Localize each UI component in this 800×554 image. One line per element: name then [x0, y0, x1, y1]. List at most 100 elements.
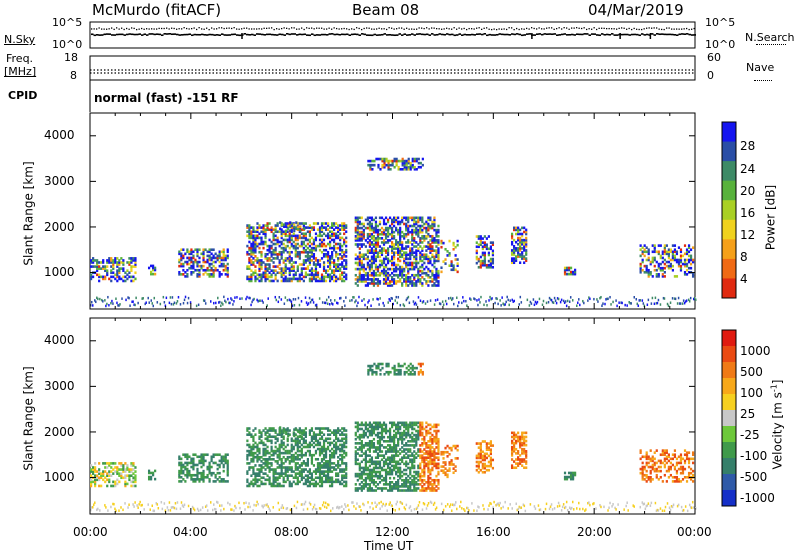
echo-cell: [294, 462, 297, 465]
echo-cell: [339, 447, 342, 451]
nsearch-point: [281, 27, 283, 30]
clutter-cell: [593, 297, 595, 301]
echo-cell: [386, 444, 390, 447]
echo-cell: [427, 257, 430, 261]
nsky-point: [566, 34, 569, 36]
echo-cell: [326, 257, 330, 260]
echo-cell: [298, 470, 301, 473]
echo-cell: [339, 468, 342, 471]
echo-cell: [386, 234, 390, 238]
echo-cell: [378, 444, 382, 447]
echo-cell: [653, 258, 656, 262]
echo-cell: [326, 236, 330, 240]
clutter-cell: [396, 301, 399, 305]
echo-cell: [310, 228, 314, 231]
nsearch-point: [691, 28, 693, 30]
echo-cell: [345, 226, 348, 229]
echo-cell: [512, 253, 516, 256]
echo-cell: [337, 234, 340, 238]
echo-cell: [421, 253, 424, 257]
echo-cell: [280, 462, 283, 465]
echo-cell: [376, 267, 380, 271]
echo-cell: [429, 276, 432, 279]
echo-cell: [224, 453, 227, 457]
nsky-point: [206, 34, 209, 36]
clutter-cell: [497, 302, 499, 306]
echo-cell: [415, 255, 418, 259]
echo-cell: [371, 159, 374, 163]
echo-cell: [314, 244, 318, 248]
nsearch-point: [526, 27, 528, 30]
echo-cell: [130, 480, 133, 484]
echo-cell: [252, 230, 255, 234]
echo-cell: [381, 159, 384, 163]
echo-cell: [481, 241, 484, 244]
echo-cell: [343, 224, 346, 227]
echo-cell: [248, 462, 251, 465]
echo-cell: [417, 243, 420, 246]
echo-cell: [182, 256, 185, 260]
echo-cell: [333, 451, 336, 455]
echo-cell: [390, 448, 394, 451]
clutter-cell: [500, 304, 502, 307]
echo-cell: [413, 216, 416, 220]
echo-cell: [456, 264, 459, 267]
echo-cell: [407, 257, 410, 261]
echo-cell: [429, 245, 432, 248]
clutter-cell: [163, 301, 166, 304]
echo-cell: [376, 456, 380, 459]
echo-cell: [374, 247, 378, 250]
echo-cell: [260, 240, 263, 244]
echo-cell: [330, 441, 334, 445]
echo-cell: [419, 257, 422, 261]
echo-cell: [415, 249, 418, 252]
echo-cell: [435, 273, 438, 277]
echo-cell: [370, 247, 374, 250]
echo-cell: [366, 255, 369, 259]
echo-cell: [296, 478, 299, 482]
echo-cell: [431, 269, 434, 273]
echo-cell: [370, 267, 374, 271]
echo-cell: [310, 255, 314, 258]
echo-cell: [252, 437, 255, 441]
echo-cell: [180, 256, 183, 260]
echo-cell: [378, 237, 382, 240]
echo-cell: [268, 257, 271, 260]
echo-cell: [222, 469, 225, 473]
echo-cell: [403, 165, 406, 169]
echo-cell: [382, 483, 386, 486]
clutter-cell: [683, 301, 686, 305]
nsky-point: [678, 33, 681, 36]
echo-cell: [328, 259, 332, 262]
nsearch-point: [533, 27, 535, 30]
echo-cell: [368, 220, 372, 224]
echo-cell: [376, 439, 380, 443]
echo-cell: [399, 255, 402, 259]
echo-cell: [322, 279, 326, 283]
echo-cell: [333, 455, 336, 459]
echo-cell: [282, 451, 285, 455]
echo-cell: [248, 246, 251, 250]
echo-cell: [264, 273, 267, 277]
echo-cell: [118, 472, 121, 475]
echo-cell: [258, 279, 261, 283]
echo-cell: [366, 276, 369, 279]
echo-cell: [284, 232, 287, 236]
echo-cell: [452, 266, 455, 270]
echo-cell: [202, 457, 205, 461]
echo-cell: [220, 478, 223, 481]
echo-cell: [683, 262, 687, 266]
echo-cell: [306, 478, 309, 482]
echo-cell: [429, 251, 432, 254]
echo-cell: [673, 258, 677, 262]
echo-cell: [399, 278, 402, 281]
echo-cell: [378, 282, 382, 285]
echo-cell: [290, 466, 293, 469]
echo-cell: [386, 464, 390, 468]
echo-cell: [312, 269, 316, 272]
echo-cell: [393, 446, 396, 449]
echo-cell: [126, 269, 129, 272]
echo-cell: [246, 427, 249, 430]
echo-cell: [651, 244, 654, 247]
echo-cell: [186, 461, 189, 465]
